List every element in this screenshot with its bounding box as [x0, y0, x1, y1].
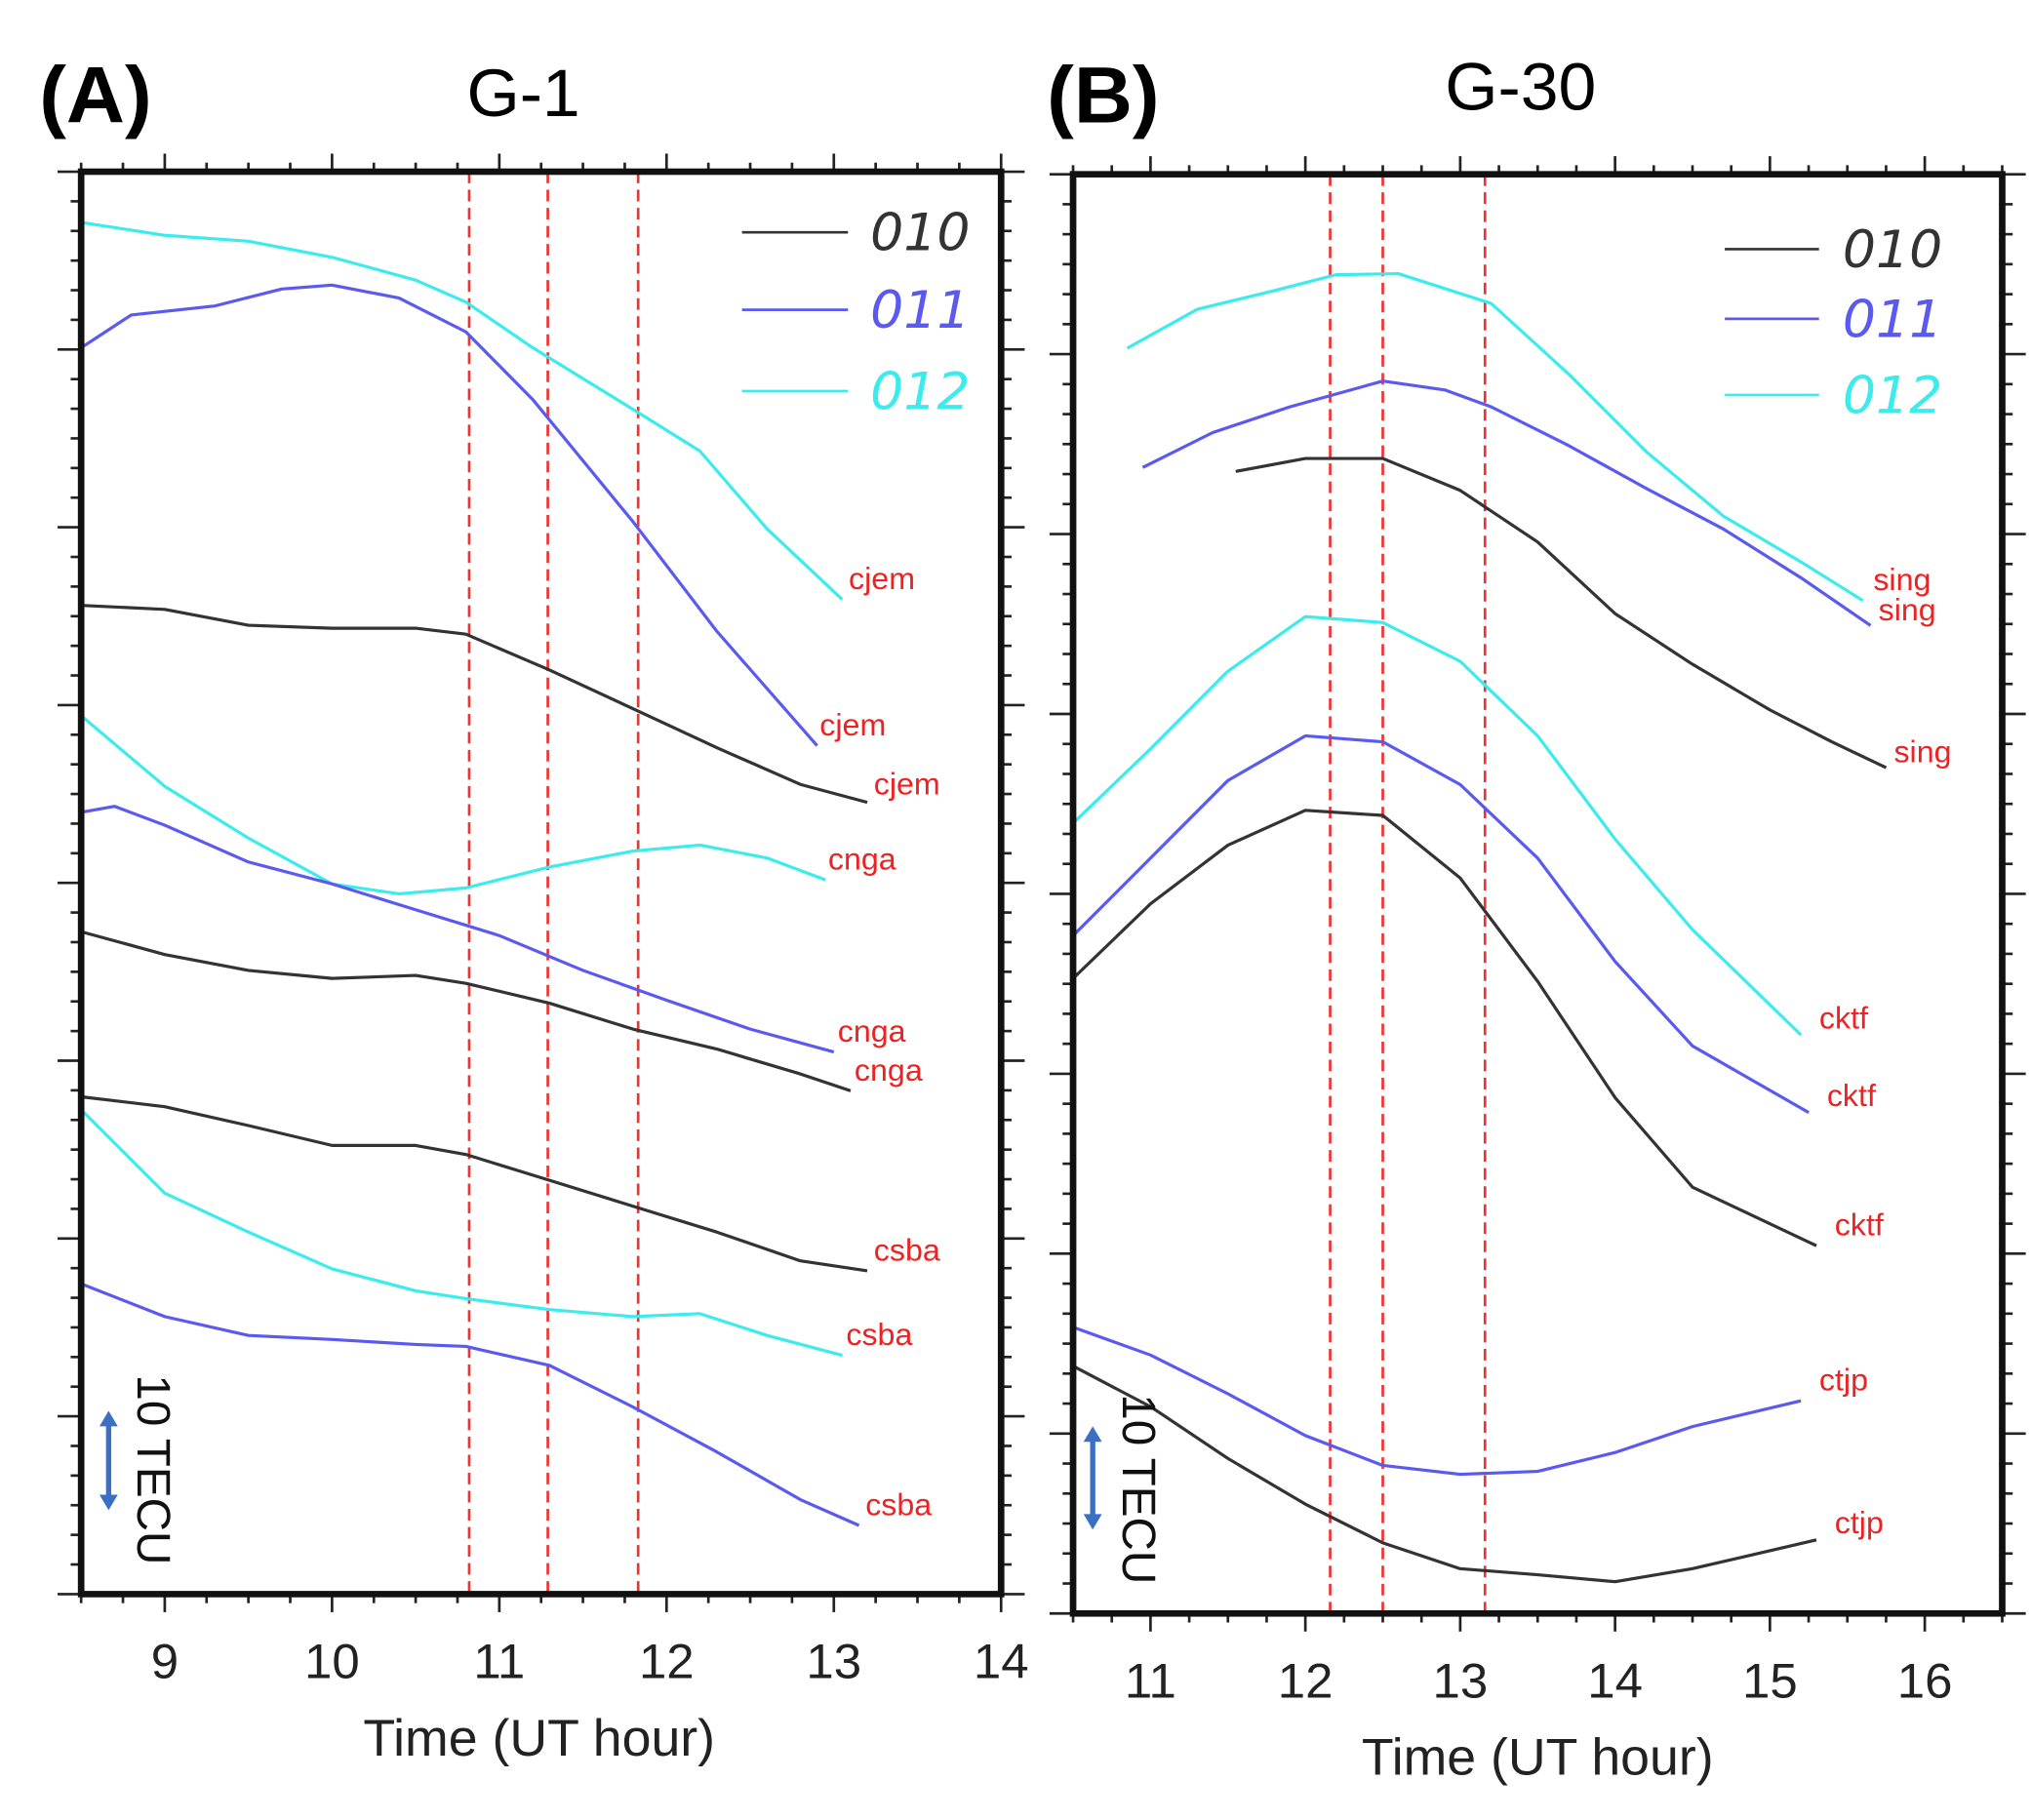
x-tick-label: 13 [806, 1634, 861, 1689]
series-line-cjem-010 [81, 604, 868, 805]
legend-entry: 011 [870, 280, 970, 340]
series-line-cjem-012 [80, 220, 844, 601]
station-label: ctjp [1835, 1505, 1884, 1540]
station-label: cnga [838, 1013, 906, 1048]
series-line-sing-011 [1141, 379, 1872, 627]
legend-entry: 010 [870, 203, 970, 263]
plot-frame [77, 168, 1005, 1598]
x-tick-label: 11 [1125, 1653, 1176, 1709]
x-tick-label: 10 [304, 1634, 360, 1689]
station-label: sing [1893, 734, 1951, 770]
station-label: csba [874, 1233, 940, 1268]
x-tick-label: 13 [1433, 1653, 1489, 1709]
x-tick-label: 12 [1278, 1653, 1334, 1709]
panel-title: G-30 [1445, 49, 1596, 124]
series-line-cnga-012 [80, 714, 826, 896]
plot-frame [1069, 171, 2006, 1617]
series-line-cktf-011 [1071, 733, 1810, 1115]
x-tick-label: 14 [974, 1634, 1029, 1689]
panel-a: (A) G-1 Time (UT hour) 9 10 11 12 13 14 cjem cj… [39, 50, 1028, 1767]
series-line-ctjp-011 [1072, 1325, 1802, 1477]
legend-entry: 012 [1843, 366, 1942, 426]
panel-title: G-1 [466, 56, 579, 131]
station-label: cnga [828, 842, 896, 877]
station-label: cktf [1819, 1001, 1868, 1036]
series-line-csba-011 [80, 1282, 860, 1527]
station-label: cnga [855, 1052, 923, 1088]
series-line-csba-012 [80, 1108, 843, 1358]
station-label: ctjp [1819, 1363, 1868, 1398]
scale-bar-label: 10 TECU [1112, 1394, 1164, 1584]
series-line-cjem-011 [80, 283, 818, 747]
station-label: cktf [1835, 1207, 1884, 1243]
station-label: sing [1879, 592, 1936, 627]
legend-entry: 012 [870, 362, 970, 422]
series-line-ctjp-010 [1072, 1365, 1817, 1584]
x-tick-label: 14 [1587, 1653, 1643, 1709]
station-label: cktf [1827, 1078, 1876, 1113]
panel-label: (A) [39, 50, 151, 139]
scale-bar-label: 10 TECU [127, 1374, 179, 1564]
x-axis-title: Time (UT hour) [363, 1710, 715, 1767]
series-line-cktf-010 [1071, 809, 1817, 1247]
station-label: csba [846, 1317, 912, 1352]
series-line-sing-012 [1126, 271, 1864, 603]
station-label: cjem [874, 767, 940, 802]
station-label: cjem [819, 707, 886, 742]
legend-entry: 010 [1843, 219, 1942, 280]
station-label: cjem [849, 561, 915, 596]
x-tick-label: 16 [1897, 1653, 1953, 1709]
series-line-cnga-011 [80, 805, 835, 1054]
panel-b: (B) G-30 Time (UT hour) 11 12 13 14 15 16 sing… [1047, 49, 2026, 1787]
station-label: sing [1873, 562, 1931, 597]
series-line-csba-010 [80, 1094, 868, 1273]
series-line-sing-010 [1235, 456, 1888, 770]
x-tick-label: 12 [639, 1634, 695, 1689]
x-tick-label: 11 [473, 1634, 525, 1689]
series-line-cnga-010 [80, 930, 852, 1092]
x-axis-title: Time (UT hour) [1362, 1729, 1714, 1787]
station-label: csba [865, 1487, 932, 1523]
series-line-cktf-012 [1071, 614, 1803, 1037]
legend-entry: 011 [1843, 290, 1942, 350]
panel-label: (B) [1047, 50, 1159, 139]
x-tick-label: 9 [151, 1634, 179, 1689]
x-tick-label: 15 [1742, 1653, 1798, 1709]
